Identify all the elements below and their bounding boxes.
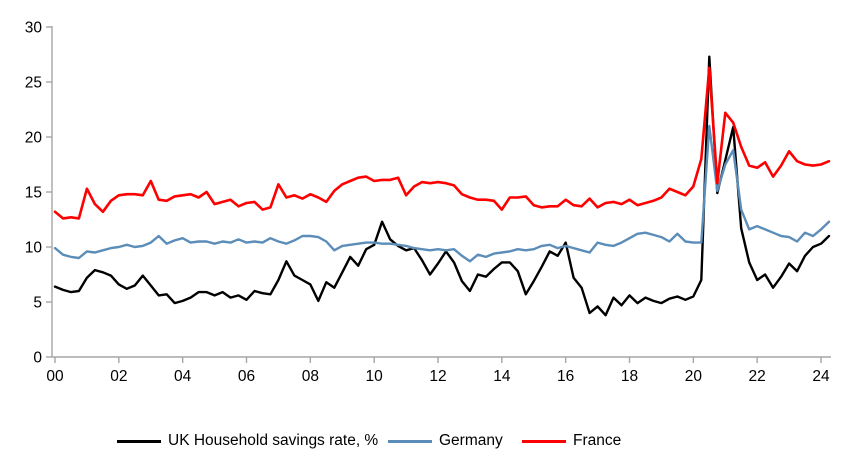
y-tick-label: 10 — [25, 240, 43, 257]
x-tick-label: 18 — [621, 368, 638, 385]
x-tick-label: 10 — [366, 368, 384, 385]
legend-label-germany: Germany — [439, 432, 503, 449]
legend-item-france: France — [522, 431, 621, 451]
x-tick-label: 16 — [557, 368, 574, 385]
x-tick-label: 02 — [110, 368, 127, 385]
y-tick-label: 30 — [25, 20, 43, 37]
legend-label-uk: UK Household savings rate, % — [168, 432, 379, 449]
y-tick-label: 15 — [25, 185, 42, 202]
legend-item-germany: Germany — [388, 431, 503, 451]
y-tick-label: 0 — [33, 350, 42, 367]
x-tick-label: 00 — [46, 368, 64, 385]
x-tick-label: 20 — [685, 368, 703, 385]
uk-line-swatch — [117, 439, 161, 443]
y-tick-label: 25 — [25, 75, 42, 92]
x-tick-label: 14 — [493, 368, 511, 385]
y-tick-label: 20 — [25, 130, 43, 147]
y-tick-label: 5 — [33, 295, 42, 312]
series-line-uk — [53, 55, 831, 317]
x-tick-label: 24 — [812, 368, 830, 385]
x-tick-label: 22 — [749, 368, 766, 385]
x-tick-label: 12 — [429, 368, 446, 385]
france-line-swatch — [522, 439, 566, 443]
legend-item-uk: UK Household savings rate, % — [117, 431, 378, 451]
series-line-germany — [53, 124, 831, 263]
x-tick-label: 04 — [174, 368, 192, 385]
x-tick-label: 08 — [302, 368, 319, 385]
chart-legend: UK Household savings rate, % Germany Fra… — [0, 431, 852, 453]
x-tick-label: 06 — [238, 368, 255, 385]
legend-label-france: France — [573, 432, 622, 449]
series-line-france — [53, 66, 831, 220]
germany-line-swatch — [388, 439, 432, 443]
